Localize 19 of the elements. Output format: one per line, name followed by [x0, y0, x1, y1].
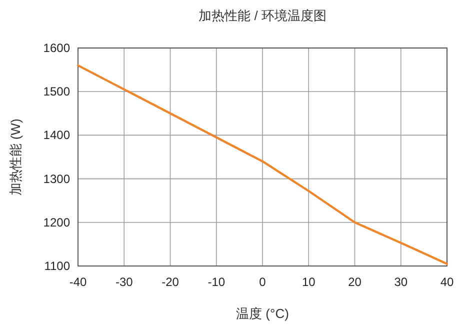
x-tick-label: -10 — [208, 275, 226, 289]
x-tick-label: -40 — [69, 275, 87, 289]
x-tick-label: 40 — [440, 275, 454, 289]
y-tick-label: 1300 — [43, 172, 70, 186]
y-tick-label: 1100 — [44, 259, 70, 273]
y-tick-label: 1600 — [43, 41, 70, 55]
y-axis-title: 加热性能 (W) — [8, 118, 23, 196]
chart-title: 加热性能 / 环境温度图 — [198, 8, 326, 23]
line-series — [76, 64, 448, 265]
x-tick-label: 20 — [348, 275, 362, 289]
y-tick-label: 1400 — [43, 128, 70, 142]
y-tick-label: 1200 — [43, 215, 70, 230]
x-tick-label: 10 — [302, 275, 316, 289]
y-tick-label: 1500 — [43, 84, 70, 99]
x-tick-label: -20 — [162, 275, 180, 289]
x-tick-label: 0 — [259, 275, 266, 289]
x-tick-label: -30 — [115, 275, 134, 289]
x-axis-title: 温度 (°C) — [236, 306, 289, 321]
x-tick-label: 30 — [394, 275, 408, 289]
